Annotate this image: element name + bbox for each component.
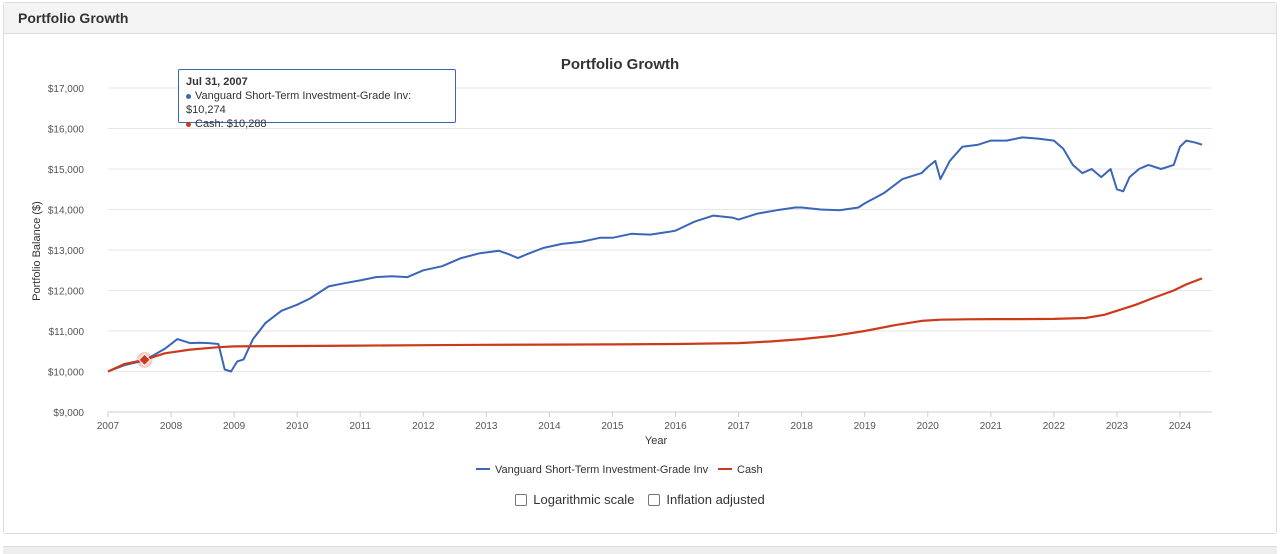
- tooltip-line-vanguard: Vanguard Short-Term Investment-Grade Inv…: [186, 89, 448, 117]
- chart-options: Logarithmic scale Inflation adjusted: [0, 492, 1280, 507]
- y-tick-label: $11,000: [49, 327, 85, 338]
- legend-item-vanguard[interactable]: Vanguard Short-Term Investment-Grade Inv: [476, 464, 709, 476]
- tooltip-date: Jul 31, 2007: [186, 76, 248, 88]
- y-axis-ticks: $9,000 $10,000 $11,000 $12,000 $13,000 $14,00…: [48, 84, 85, 419]
- y-tick-label: $13,000: [48, 246, 85, 257]
- x-tick-label: 2015: [601, 421, 624, 432]
- logarithmic-scale-checkbox[interactable]: [515, 493, 528, 506]
- y-axis-label: Portfolio Balance ($): [31, 201, 43, 301]
- chart-tooltip: Jul 31, 2007 Vanguard Short-Term Investm…: [178, 69, 456, 130]
- chart-title: Portfolio Growth: [561, 56, 679, 73]
- x-tick-label: 2022: [1043, 421, 1066, 432]
- logarithmic-scale-label: Logarithmic scale: [533, 492, 635, 507]
- legend-label: Cash: [737, 464, 763, 476]
- x-tick-label: 2010: [286, 421, 309, 432]
- legend-item-cash[interactable]: Cash: [718, 464, 763, 476]
- logarithmic-scale-toggle[interactable]: Logarithmic scale: [515, 492, 634, 507]
- y-tick-label: $9,000: [53, 408, 84, 419]
- x-tick-label: 2011: [349, 421, 371, 432]
- hover-point-marker: [138, 353, 151, 367]
- x-tick-label: 2017: [727, 421, 750, 432]
- cash-series-line[interactable]: [107, 277, 1203, 373]
- series-lines: [107, 136, 1203, 373]
- inflation-adjusted-toggle[interactable]: Inflation adjusted: [648, 492, 765, 507]
- x-tick-label: 2012: [412, 421, 435, 432]
- x-tick-label: 2020: [917, 421, 940, 432]
- x-tick-label: 2023: [1106, 421, 1129, 432]
- x-tick-label: 2008: [160, 421, 183, 432]
- x-tick-label: 2014: [538, 421, 561, 432]
- next-panel-edge: [3, 546, 1277, 554]
- x-tick-label: 2016: [664, 421, 687, 432]
- grid-lines: [108, 87, 1212, 413]
- hover-marker: [136, 351, 153, 368]
- inflation-adjusted-checkbox[interactable]: [648, 493, 661, 506]
- y-tick-label: $12,000: [48, 287, 85, 298]
- tooltip-cash-dot-icon: [186, 121, 191, 127]
- y-tick-label: $14,000: [48, 206, 85, 217]
- x-tick-label: 2024: [1169, 421, 1192, 432]
- tooltip-cash-text: Cash: $10,288: [195, 118, 267, 130]
- legend-label: Vanguard Short-Term Investment-Grade Inv: [495, 464, 709, 476]
- tooltip-vanguard-text: Vanguard Short-Term Investment-Grade Inv…: [186, 90, 412, 116]
- inflation-adjusted-label: Inflation adjusted: [666, 492, 765, 507]
- x-tick-label: 2018: [791, 421, 814, 432]
- y-tick-label: $15,000: [48, 165, 85, 176]
- y-tick-label: $16,000: [48, 125, 85, 136]
- x-tick-label: 2021: [980, 421, 1003, 432]
- x-axis-ticks: 2007 2008 2009 2010 2011 2012 2013 2014 2015 2016…: [97, 412, 1192, 432]
- x-tick-label: 2007: [97, 421, 120, 432]
- tooltip-vanguard-dot-icon: [186, 93, 191, 99]
- x-tick-label: 2009: [223, 421, 246, 432]
- x-tick-label: 2019: [854, 421, 877, 432]
- legend[interactable]: Vanguard Short-Term Investment-Grade Inv…: [476, 464, 763, 476]
- x-axis-label: Year: [645, 435, 668, 447]
- panel-title: Portfolio Growth: [4, 3, 1276, 34]
- x-tick-label: 2013: [475, 421, 498, 432]
- tooltip-line-cash: Cash: $10,288: [186, 117, 448, 131]
- y-tick-label: $17,000: [48, 84, 85, 95]
- y-tick-label: $10,000: [48, 368, 85, 379]
- vanguard-series-line[interactable]: [107, 136, 1203, 373]
